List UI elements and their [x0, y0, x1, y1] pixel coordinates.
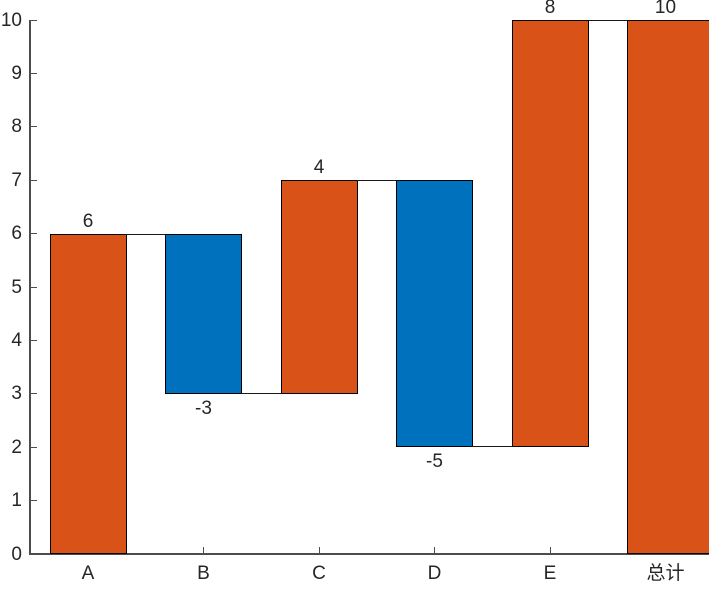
- bar-total: [627, 20, 709, 554]
- y-tick-label-9: 9: [11, 62, 22, 84]
- y-tick-1: [30, 500, 37, 502]
- value-label-c: 4: [313, 157, 325, 179]
- bar-c: [280, 180, 358, 394]
- y-tick-label-2: 2: [11, 436, 22, 458]
- y-tick-label-1: 1: [11, 490, 22, 512]
- connector-b-c: [241, 392, 282, 394]
- connector-a-b: [125, 233, 166, 235]
- x-category-label-e: E: [543, 563, 557, 584]
- value-label-b: -3: [195, 397, 212, 419]
- y-tick-3: [30, 393, 37, 395]
- y-tick-label-7: 7: [11, 169, 22, 191]
- x-category-label-d: D: [427, 563, 442, 584]
- x-category-label-total: 总计: [646, 563, 685, 584]
- value-label-total: 10: [654, 0, 677, 18]
- y-tick-5: [30, 286, 37, 288]
- y-tick-label-3: 3: [11, 383, 22, 405]
- y-tick-8: [30, 126, 37, 128]
- x-tick-e: [549, 547, 551, 554]
- y-tick-6: [30, 233, 37, 235]
- bar-d: [396, 180, 473, 448]
- y-tick-label-10: 10: [0, 9, 22, 31]
- y-tick-label-0: 0: [11, 543, 22, 565]
- value-label-a: 6: [82, 210, 94, 232]
- y-tick-label-6: 6: [11, 223, 22, 245]
- y-tick-label-4: 4: [11, 329, 22, 351]
- y-axis-line: [29, 20, 31, 555]
- connector-e-total: [587, 20, 628, 21]
- y-tick-7: [30, 179, 37, 181]
- bar-b: [165, 233, 242, 394]
- x-category-label-a: A: [81, 563, 95, 584]
- y-tick-9: [30, 72, 37, 74]
- bar-a: [49, 233, 127, 554]
- bar-e: [511, 20, 589, 448]
- connector-c-d: [356, 180, 397, 182]
- x-category-label-b: B: [197, 563, 210, 584]
- connector-d-e: [472, 446, 513, 448]
- y-tick-2: [30, 446, 37, 448]
- x-category-label-c: C: [312, 563, 326, 584]
- x-tick-b: [203, 547, 204, 554]
- y-tick-label-8: 8: [11, 116, 22, 138]
- value-label-d: -5: [426, 451, 443, 473]
- y-tick-label-5: 5: [11, 276, 22, 298]
- x-axis-line: [29, 553, 709, 555]
- x-tick-c: [318, 547, 320, 554]
- x-tick-d: [434, 547, 435, 554]
- value-label-e: 8: [544, 0, 556, 18]
- y-tick-4: [30, 339, 37, 341]
- y-tick-10: [30, 19, 37, 21]
